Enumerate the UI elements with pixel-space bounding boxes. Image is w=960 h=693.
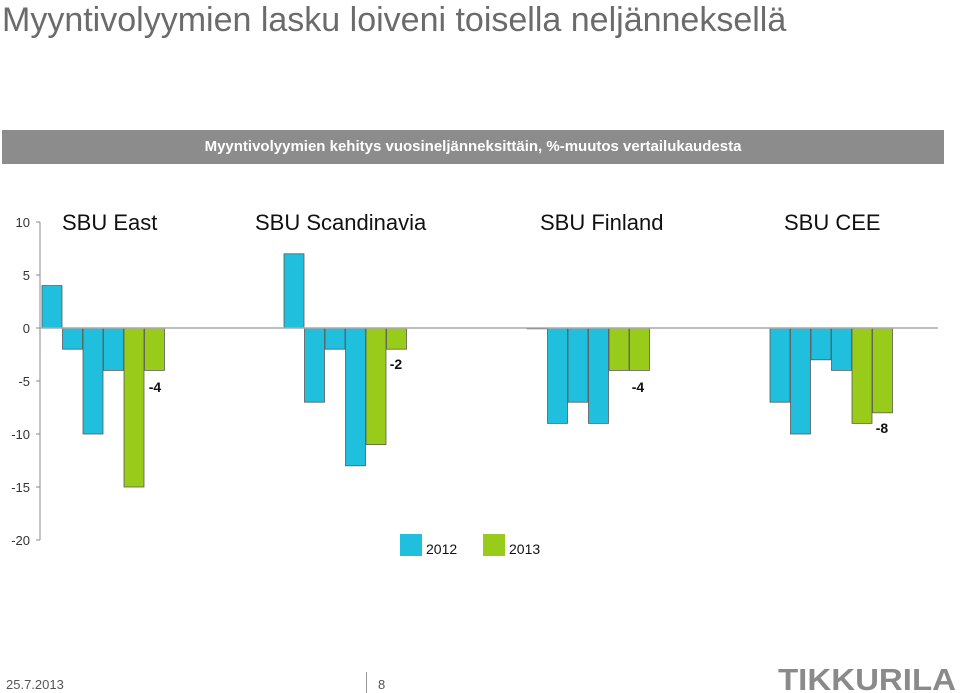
bar	[386, 327, 407, 350]
bar	[608, 327, 630, 371]
footer-divider	[366, 672, 367, 693]
bar	[82, 327, 104, 435]
bar	[324, 327, 346, 350]
bar	[365, 327, 387, 445]
bar	[304, 327, 325, 403]
bar	[629, 327, 650, 371]
data-label: -4	[632, 379, 645, 395]
y-tick-label: 10	[16, 215, 30, 230]
y-tick-label: -15	[11, 480, 30, 495]
group-label: SBU Finland	[540, 210, 664, 235]
bar	[144, 327, 165, 371]
data-label: -4	[149, 379, 162, 395]
legend-label: 2012	[426, 541, 457, 557]
y-tick-label: -5	[18, 374, 30, 389]
chart-subtitle-banner: Myyntivolyymien kehitys vuosineljänneksi…	[2, 130, 944, 164]
page-title: Myyntivolyymien lasku loiveni toisella n…	[2, 1, 787, 39]
bar	[41, 285, 63, 329]
bar	[872, 327, 893, 414]
bar	[588, 327, 609, 424]
tikkurila-logo: TIKKURILA	[778, 662, 956, 693]
bar	[345, 327, 366, 467]
bar	[103, 327, 124, 371]
data-label: -2	[390, 356, 403, 372]
svg-text:TIKKURILA: TIKKURILA	[778, 662, 956, 693]
group-label: SBU Scandinavia	[255, 210, 427, 235]
legend-swatch	[400, 534, 422, 556]
bar	[62, 327, 83, 350]
y-tick-label: -20	[11, 533, 30, 548]
bar	[123, 327, 145, 488]
legend-swatch	[483, 534, 505, 556]
bar	[810, 327, 832, 361]
y-tick-label: 5	[23, 268, 30, 283]
group-label: SBU East	[62, 210, 157, 235]
bar	[790, 327, 811, 435]
footer-date: 25.7.2013	[6, 677, 64, 692]
bar	[283, 253, 305, 329]
y-tick-label: 0	[23, 321, 30, 336]
bar-chart: 10 5 0 -5 -10 -15 -20 SBU East SBU Scandinavia SB…	[11, 210, 938, 557]
bar	[769, 327, 791, 403]
data-label: -8	[876, 420, 889, 436]
bar	[567, 327, 589, 403]
bar	[851, 327, 873, 424]
page-number: 8	[378, 677, 386, 692]
bar	[831, 327, 852, 371]
bar	[547, 327, 568, 424]
legend-label: 2013	[509, 541, 540, 557]
group-label: SBU CEE	[784, 210, 881, 235]
y-tick-label: -10	[11, 427, 30, 442]
